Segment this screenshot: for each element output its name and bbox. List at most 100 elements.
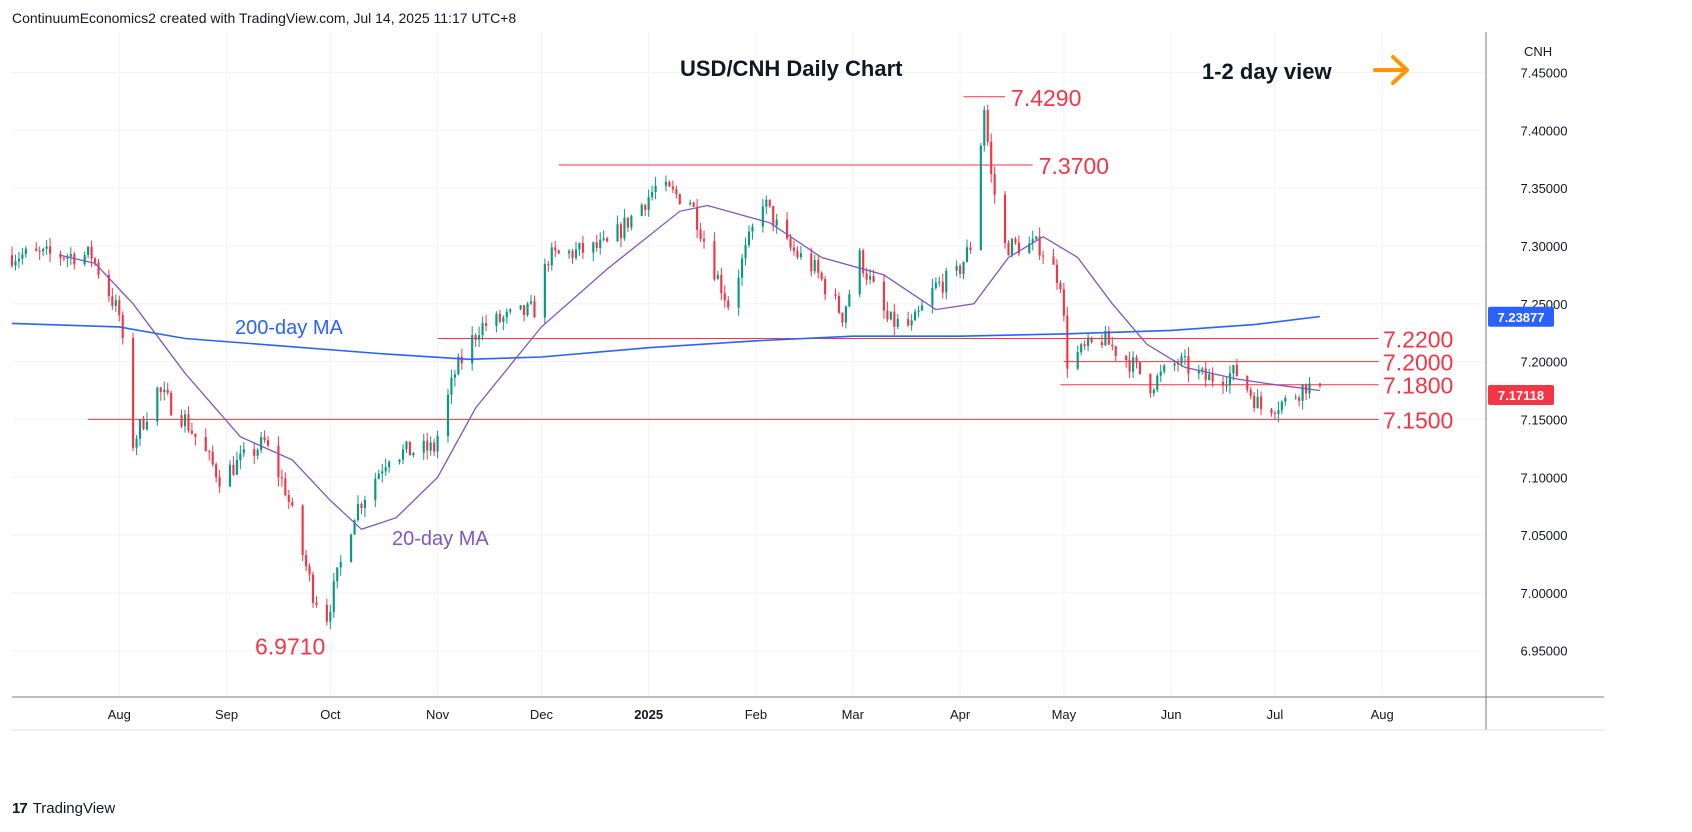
candle-body — [1232, 365, 1235, 374]
candle-body — [308, 566, 311, 575]
level-label: 7.2000 — [1383, 350, 1453, 376]
ma20-line — [60, 204, 1320, 531]
candle-body — [388, 461, 391, 468]
candle-body — [858, 250, 861, 295]
candle-body — [1111, 344, 1114, 347]
candle-body — [69, 254, 72, 257]
level-label: 7.2200 — [1383, 326, 1453, 352]
candle-body — [478, 335, 481, 340]
candle-body — [713, 241, 716, 280]
candle-body — [1055, 264, 1059, 283]
candle-body — [412, 452, 415, 456]
candle-body — [938, 281, 941, 283]
candle-body — [606, 238, 609, 242]
price-tick-label: 7.20000 — [1521, 355, 1568, 370]
candle-body — [90, 246, 93, 259]
candle-body — [381, 471, 384, 474]
candle-body — [568, 251, 571, 254]
chart-attribution: ContinuumEconomics2 created with Trading… — [12, 10, 517, 26]
price-tick-label: 7.15000 — [1521, 412, 1568, 427]
candle-body — [557, 250, 560, 254]
ma200-label: 200-day MA — [235, 317, 343, 339]
candle-body — [453, 374, 456, 378]
candle-body — [1059, 282, 1062, 290]
tradingview-logo-icon: 17 — [12, 800, 28, 817]
candle-body — [526, 303, 529, 315]
candle-body — [1014, 238, 1017, 243]
candle-body — [1221, 381, 1225, 386]
candle-body — [626, 217, 629, 228]
candle-body — [83, 255, 86, 265]
candle-body — [305, 554, 308, 567]
candle-body — [965, 247, 969, 262]
candle-body — [263, 437, 266, 441]
candle-body — [1246, 376, 1249, 390]
candle-body — [889, 311, 892, 320]
time-tick-label: Feb — [745, 707, 767, 722]
candle-body — [253, 449, 256, 456]
candle-body — [97, 262, 100, 275]
candle-body — [215, 464, 218, 478]
candle-body — [228, 464, 232, 487]
candle-body — [1031, 239, 1034, 244]
candle-body — [280, 477, 283, 479]
candle-body — [384, 467, 387, 472]
candle-body — [699, 229, 702, 239]
candle-body — [135, 438, 138, 448]
candle-body — [1156, 375, 1159, 390]
candle-body — [983, 109, 986, 146]
candle-body — [1201, 368, 1204, 371]
candle-body — [623, 217, 626, 239]
candle-body — [350, 534, 353, 562]
candle-body — [35, 248, 38, 251]
candle-body — [886, 310, 889, 320]
candle-body — [433, 442, 436, 452]
chart-grid — [12, 32, 1486, 697]
ma200-price-badge-text: 7.23877 — [1498, 310, 1545, 325]
candle-body — [1163, 365, 1166, 372]
price-tick-label: 7.10000 — [1521, 470, 1568, 485]
candle-body — [218, 477, 221, 487]
candle-body — [720, 274, 723, 294]
arrow-right-icon — [1373, 55, 1409, 85]
candle-body — [1135, 357, 1138, 363]
candle-body — [893, 311, 896, 327]
candle-body — [675, 189, 678, 195]
candle-body — [24, 248, 27, 255]
candle-body — [962, 261, 965, 274]
candle-body — [10, 255, 14, 266]
candle-body — [945, 270, 948, 293]
candle-body — [571, 251, 574, 258]
candle-body — [747, 231, 751, 246]
candle-body — [810, 253, 813, 272]
candle-body — [820, 272, 823, 280]
candle-body — [907, 318, 910, 326]
tradingview-brand: TradingView — [32, 800, 116, 817]
candle-body — [1249, 389, 1252, 396]
time-tick-label: Nov — [426, 707, 450, 722]
candle-body — [484, 323, 488, 326]
candle-body — [765, 199, 768, 207]
candle-body — [592, 242, 595, 253]
candle-body — [457, 356, 460, 375]
candle-body — [1301, 384, 1304, 401]
candle-body — [882, 281, 886, 311]
candle-body — [1062, 289, 1065, 316]
candle-body — [1253, 395, 1256, 409]
candle-body — [1228, 373, 1232, 386]
currency-label: CNH — [1524, 44, 1552, 59]
candle-body — [505, 311, 508, 318]
candle-body — [156, 387, 159, 422]
time-axis: Aug Sep Oct Nov Dec 2025 Feb Mar Apr May Jun Jul Aug — [108, 707, 1394, 722]
candle-body — [523, 305, 526, 315]
candle-body — [958, 265, 962, 274]
candle-body — [1080, 344, 1083, 353]
candle-body — [180, 415, 183, 427]
candle-body — [768, 199, 771, 207]
candle-body — [543, 264, 546, 318]
candle-body — [865, 273, 868, 280]
candle-body — [533, 301, 536, 318]
candle-body — [785, 219, 789, 239]
candle-body — [360, 503, 363, 509]
